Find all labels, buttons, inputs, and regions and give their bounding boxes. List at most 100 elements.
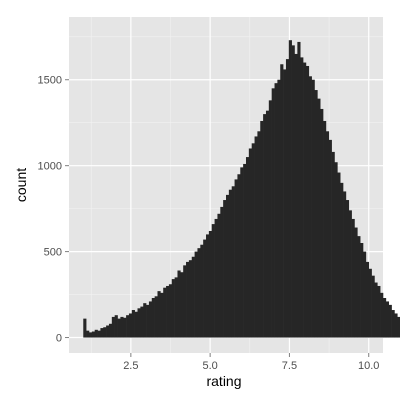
histogram-bar [248,148,252,338]
histogram-bar [240,167,244,338]
histogram-bar [345,200,350,338]
histogram-bar [385,301,390,338]
histogram-bar [305,65,310,338]
x-tick-label: 7.5 [282,360,297,372]
histogram-bar [168,284,173,338]
histogram-bar [114,315,118,338]
histogram-bar [374,282,378,338]
histogram-bar [265,110,270,338]
histogram-bar [197,248,201,338]
y-tick-label: 0 [56,333,62,345]
histogram-bar [397,316,400,338]
histogram-bar [86,330,90,338]
histogram-bar [174,277,178,338]
histogram-bar [337,172,341,338]
histogram-bar [294,53,298,338]
histogram-bar [283,69,287,338]
histogram-bar [340,182,344,338]
histogram-bar [106,325,110,338]
histogram-bar [83,318,87,338]
histogram-bar [368,268,372,338]
histogram-bar [245,157,250,338]
histogram-bar [303,62,307,338]
histogram-bar [191,256,195,338]
histogram-bar [280,64,284,338]
histogram-bar [277,79,281,338]
histogram-bar [391,310,395,338]
histogram-bar [388,304,392,338]
y-tick-label: 1500 [38,75,62,87]
histogram-bar [320,108,324,338]
x-tick-label: 2.5 [123,360,138,372]
histogram-bar [211,224,215,338]
histogram-bar [237,174,241,338]
histogram-bar [383,298,387,338]
histogram-bar [365,261,370,338]
histogram-bar [108,323,113,338]
histogram-bar [325,131,330,338]
histogram-bar [357,236,361,338]
histogram-bar [217,213,221,338]
histogram-bar [180,272,184,338]
histogram-bar [243,163,247,338]
histogram-bar [126,315,130,338]
histogram-bar [117,318,121,338]
histogram-bar [260,120,264,338]
histogram-bar [231,186,235,338]
histogram-bar [214,218,218,338]
histogram-bar [257,131,261,338]
histogram-bar [263,114,267,338]
histogram-bar [363,251,367,338]
histogram-bar [323,120,327,338]
histogram-bar [186,261,190,338]
x-tick-label: 10.0 [358,360,379,372]
histogram-bar [254,136,258,338]
histogram-bar [334,162,338,338]
histogram-bar [143,303,147,338]
histogram-bar [128,313,133,338]
histogram-bar [146,304,150,338]
histogram-bar [163,287,167,338]
histogram-bar [166,285,170,338]
histogram-bar [380,292,384,338]
histogram-bar [288,40,292,338]
histogram-bar [100,328,104,338]
histogram-bar [226,194,230,338]
histogram-bar [228,189,233,338]
histogram-bar [120,316,124,338]
histogram-bar [331,151,335,338]
histogram-bar [328,139,332,338]
histogram-bar [377,285,381,338]
histogram-bar [360,243,364,338]
y-axis-title: count [13,168,29,202]
histogram-bar [348,210,352,338]
histogram-bar [111,316,115,338]
histogram-bar [94,329,98,338]
histogram-bar [271,88,275,338]
histogram-bar [394,313,398,338]
histogram-bar [234,179,238,338]
histogram-bar [177,270,181,338]
histogram-bar [371,275,375,338]
histogram-bar [343,191,347,338]
histogram-bar [200,244,204,338]
histogram-bar [88,332,93,338]
histogram-bar [194,251,198,338]
histogram-bar [137,308,141,338]
histogram-bar [171,279,175,338]
histogram-bar [203,239,207,338]
histogram-bar [131,310,135,338]
histogram-bar [297,41,301,338]
histogram-bar [206,234,210,338]
histogram-bar [291,45,295,338]
histogram-bar [157,291,161,338]
histogram-bar [123,317,127,338]
histogram-bar [314,90,318,338]
histogram-bar [208,230,213,338]
histogram-bar [351,218,355,338]
y-tick-label: 1000 [38,161,62,173]
histogram-bar [354,227,358,338]
histogram-bar [91,331,95,338]
histogram-bar [103,327,107,338]
